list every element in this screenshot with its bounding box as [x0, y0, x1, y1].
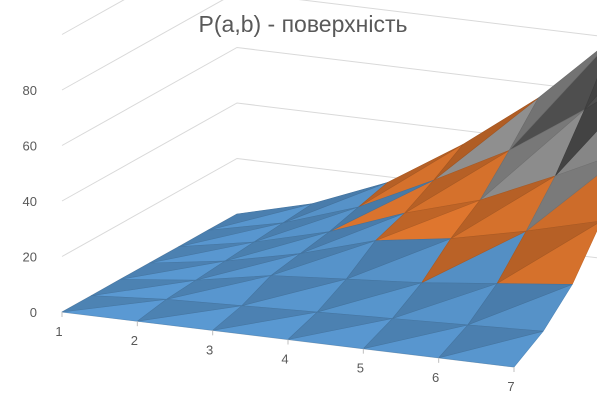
surface-patch: [328, 179, 435, 232]
surface-patch: [554, 101, 597, 177]
surface-patch: [299, 212, 406, 254]
surface-patch: [166, 275, 272, 300]
surface-patch: [479, 109, 585, 201]
surface-patch: [362, 318, 469, 350]
surface-plot: [61, 50, 597, 368]
surface-patch: [212, 305, 318, 331]
surface-patch: [467, 283, 573, 326]
x-axis: 1 2 3 4 5 6 7: [55, 312, 515, 394]
surface-patch: [525, 160, 597, 232]
z-gridline: [61, 46, 597, 146]
surface-patch: [438, 324, 544, 359]
z-tick-label: 0: [30, 305, 37, 320]
surface-patch: [270, 240, 376, 276]
surface-patch: [90, 278, 196, 297]
surface-patch: [508, 50, 597, 151]
surface-patch: [120, 260, 226, 280]
z-axis: 0 20 40 60 80: [23, 83, 37, 320]
surface-patch: [375, 199, 481, 241]
z-tick-label: 60: [23, 139, 37, 154]
surface-patch: [149, 241, 255, 264]
z-tick-label: 80: [23, 83, 37, 98]
surface-patch: [61, 295, 167, 313]
surface-patch: [584, 78, 597, 110]
surface-patch: [207, 203, 313, 231]
surface-patch: [178, 222, 284, 247]
x-tick-label: 4: [281, 352, 288, 367]
surface-patch: [433, 97, 539, 181]
surface-patch: [316, 278, 423, 313]
surface-patch: [287, 311, 393, 340]
surface-patch: [392, 282, 498, 319]
surface-patch: [137, 298, 243, 322]
surface-patch: [253, 206, 359, 243]
z-gridline: [61, 0, 597, 91]
z-gridline: [61, 0, 125, 35]
surface-patch: [496, 221, 597, 284]
surface-patch: [450, 175, 556, 239]
x-tick-label: 7: [507, 379, 514, 394]
z-tick-label: 20: [23, 250, 37, 265]
x-tick-label: 6: [432, 370, 439, 385]
chart-title: P(a,b) - поверхність: [199, 11, 408, 37]
x-tick-label: 5: [357, 361, 364, 376]
x-tick-label: 3: [206, 342, 213, 357]
surface-patch: [421, 230, 527, 284]
surface-patch: [404, 150, 510, 214]
surface-patch: [224, 231, 330, 262]
surface-patch: [241, 275, 347, 307]
z-tick-label: 40: [23, 194, 37, 209]
surface-patch: [195, 253, 301, 281]
surface-patch: [358, 144, 464, 208]
x-tick-label: 2: [131, 333, 138, 348]
surface-patch: [345, 238, 452, 280]
surface-patch: [282, 182, 389, 224]
x-tick-label: 1: [55, 324, 62, 339]
